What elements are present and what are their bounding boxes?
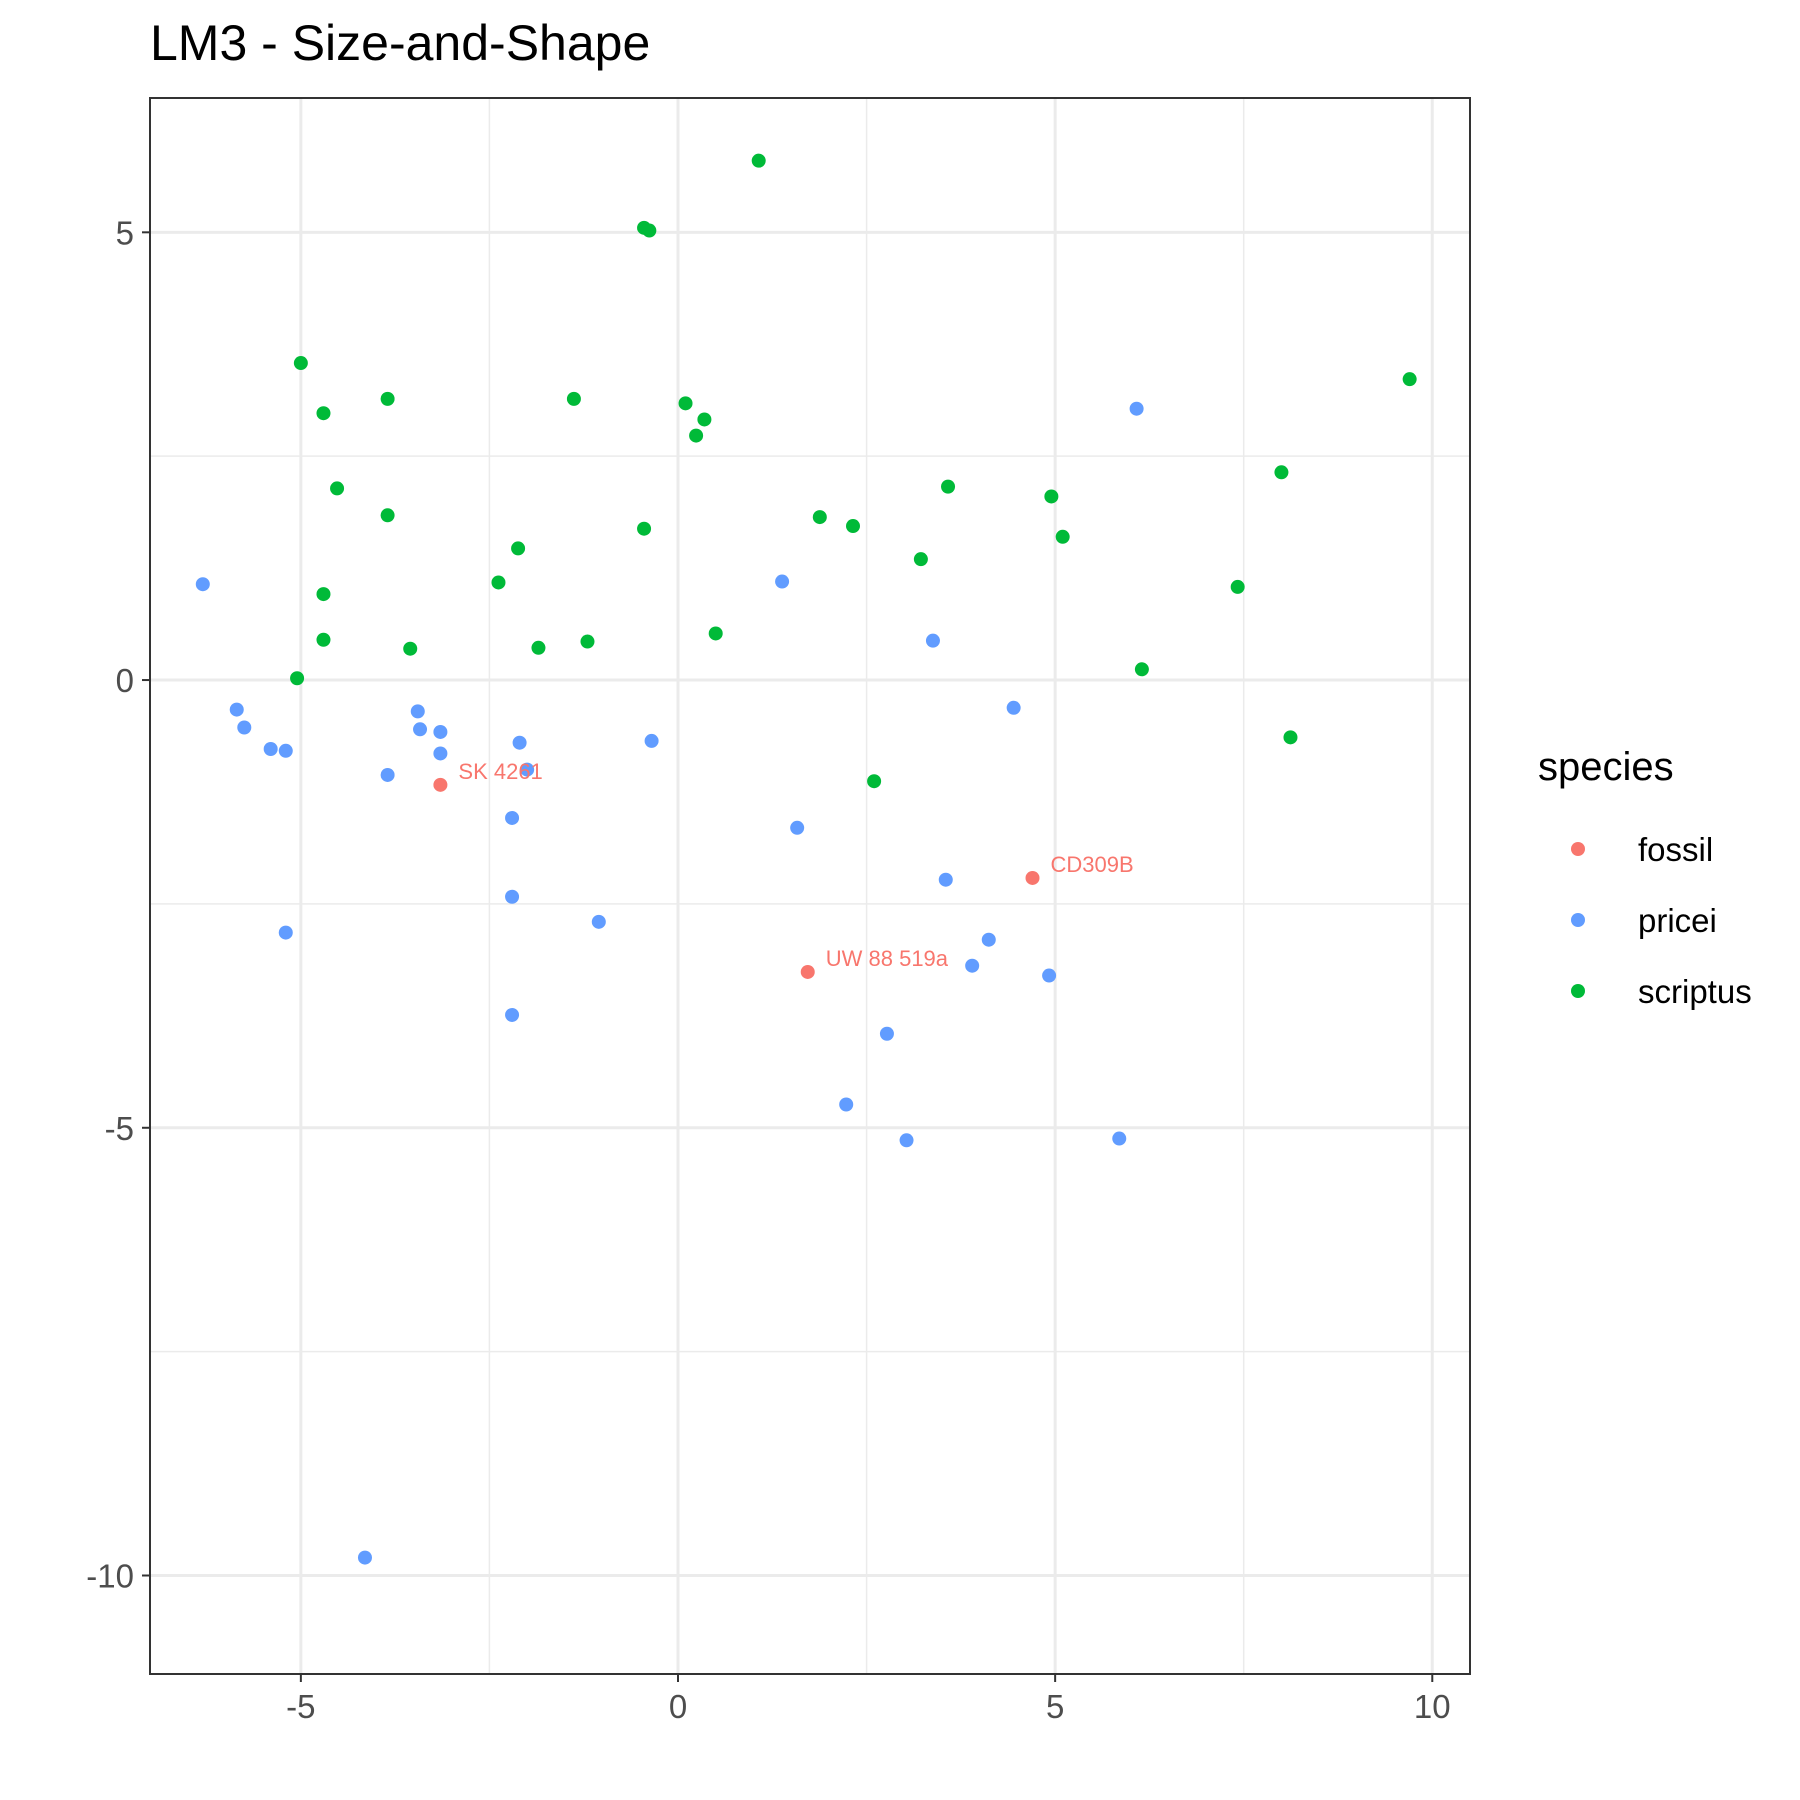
data-point-pricei [1042,968,1057,983]
point-label: CD309B [1051,852,1134,877]
data-point-pricei [410,704,425,719]
x-tick-label: 5 [1046,1688,1064,1725]
panel-border [149,97,1471,1675]
data-point-pricei [229,702,244,717]
data-point-scriptus [845,519,860,534]
data-point-scriptus [913,552,928,567]
data-point-pricei [1112,1131,1127,1146]
chart-title: LM3 - Size-and-Shape [150,15,650,71]
data-point-scriptus [316,632,331,647]
y-tick-label: 5 [116,214,134,251]
point-label: UW 88 519a [826,946,949,971]
data-point-scriptus [1230,579,1245,594]
data-point-fossil [433,777,448,792]
data-point-scriptus [491,575,506,590]
data-point-pricei [899,1133,914,1148]
data-point-pricei [938,872,953,887]
data-point-pricei [591,914,606,929]
panel-background [150,98,1470,1674]
data-point-pricei [278,925,293,940]
x-tick-label: 0 [669,1688,687,1725]
data-point-scriptus [1134,662,1149,677]
data-point-scriptus [941,479,956,494]
data-point-pricei [433,746,448,761]
data-point-scriptus [708,626,723,641]
data-point-scriptus [380,391,395,406]
series-scriptus [290,153,1417,789]
data-point-scriptus [511,541,526,556]
data-point-scriptus [316,587,331,602]
data-point-scriptus [697,412,712,427]
data-point-pricei [839,1097,854,1112]
data-point-scriptus [637,521,652,536]
data-point-scriptus [1044,489,1059,504]
data-point-pricei [505,810,520,825]
legend-label: scriptus [1638,973,1752,1010]
data-point-scriptus [566,391,581,406]
x-tick-label: 10 [1414,1688,1451,1725]
data-point-pricei [520,762,535,777]
data-point-pricei [925,633,940,648]
data-point-fossil [800,964,815,979]
data-point-scriptus [689,428,704,443]
data-point-scriptus [867,774,882,789]
legend-label: pricei [1638,902,1717,939]
legend-key-fossil [1571,842,1585,856]
data-point-pricei [790,820,805,835]
legend-key-scriptus [1571,984,1585,998]
y-tick-label: -10 [86,1558,134,1595]
data-point-pricei [505,1007,520,1022]
data-point-pricei [1129,401,1144,416]
data-point-pricei [775,574,790,589]
data-point-scriptus [1055,529,1070,544]
data-point-pricei [1006,700,1021,715]
data-point-pricei [879,1026,894,1041]
data-point-pricei [965,958,980,973]
legend-key-pricei [1571,913,1585,927]
data-point-pricei [505,889,520,904]
data-point-pricei [195,577,210,592]
data-point-scriptus [1402,372,1417,387]
legend: species fossil pricei scriptus [1538,745,1752,1010]
legend-title: species [1538,745,1674,789]
data-point-pricei [433,724,448,739]
data-point-fossil [1025,870,1040,885]
data-point-pricei [380,767,395,782]
data-point-scriptus [380,508,395,523]
data-point-scriptus [403,641,418,656]
series-fossil [433,777,1040,979]
data-point-scriptus [751,153,766,168]
data-point-scriptus [1274,465,1289,480]
data-point-scriptus [1283,730,1298,745]
data-point-scriptus [290,671,305,686]
data-point-scriptus [812,510,827,525]
legend-label: fossil [1638,831,1713,868]
plot-panel: SK 4261 CD309B UW 88 519a -5 0 5 10 5 0 -5 -10 [86,97,1471,1725]
data-point-scriptus [642,223,657,238]
data-point-pricei [357,1550,372,1565]
data-point-pricei [981,932,996,947]
data-point-scriptus [580,634,595,649]
x-tick-label: -5 [286,1688,315,1725]
series-pricei [195,401,1144,1565]
y-tick-label: 0 [116,662,134,699]
data-point-pricei [263,741,278,756]
data-point-scriptus [293,356,308,371]
data-point-scriptus [316,406,331,421]
y-tick-label: -5 [105,1110,134,1147]
data-point-pricei [278,743,293,758]
data-point-pricei [413,722,428,737]
data-point-scriptus [678,396,693,411]
data-point-pricei [512,735,527,750]
data-point-scriptus [531,640,546,655]
data-point-pricei [237,720,252,735]
point-label: SK 4261 [458,759,542,784]
data-point-pricei [644,733,659,748]
data-point-scriptus [330,481,345,496]
